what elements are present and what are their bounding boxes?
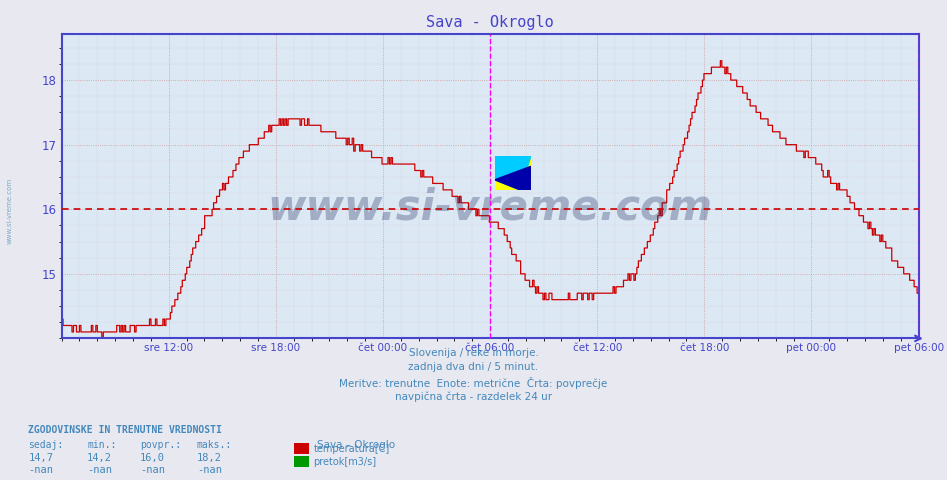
Text: -nan: -nan (197, 465, 222, 475)
Text: Meritve: trenutne  Enote: metrične  Črta: povprečje: Meritve: trenutne Enote: metrične Črta: … (339, 377, 608, 389)
Text: -nan: -nan (28, 465, 53, 475)
Text: ZGODOVINSKE IN TRENUTNE VREDNOSTI: ZGODOVINSKE IN TRENUTNE VREDNOSTI (28, 425, 223, 435)
Text: min.:: min.: (87, 440, 116, 450)
Polygon shape (495, 156, 531, 190)
Text: 18,2: 18,2 (197, 453, 222, 463)
Text: zadnja dva dni / 5 minut.: zadnja dva dni / 5 minut. (408, 362, 539, 372)
Text: www.si-vreme.com: www.si-vreme.com (7, 178, 12, 244)
Text: navpična črta - razdelek 24 ur: navpična črta - razdelek 24 ur (395, 391, 552, 402)
Text: 16,0: 16,0 (140, 453, 165, 463)
Text: Sava – Okroglo: Sava – Okroglo (317, 440, 395, 450)
Text: -nan: -nan (87, 465, 112, 475)
Text: pretok[m3/s]: pretok[m3/s] (313, 457, 377, 468)
Text: Slovenija / reke in morje.: Slovenija / reke in morje. (408, 348, 539, 358)
Text: temperatura[C]: temperatura[C] (313, 444, 390, 455)
Text: www.si-vreme.com: www.si-vreme.com (268, 186, 712, 228)
Text: -nan: -nan (140, 465, 165, 475)
Polygon shape (495, 167, 531, 190)
Text: maks.:: maks.: (197, 440, 232, 450)
Text: 14,7: 14,7 (28, 453, 53, 463)
Text: povpr.:: povpr.: (140, 440, 181, 450)
Title: Sava - Okroglo: Sava - Okroglo (426, 15, 554, 30)
Text: 14,2: 14,2 (87, 453, 112, 463)
Text: sedaj:: sedaj: (28, 440, 63, 450)
